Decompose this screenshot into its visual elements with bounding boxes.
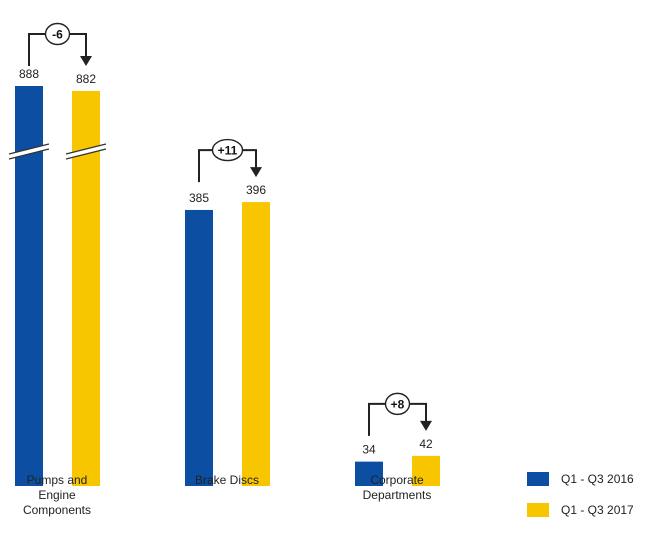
category-label-line: Brake Discs [194,473,259,487]
change-arrow-head [80,56,92,66]
data-label: 385 [189,191,209,205]
category-label-corporate: Corporate Departments [342,473,452,503]
change-bubble [211,138,244,162]
bar-2017-2 [412,455,440,486]
legend-item-2017: Q1 - Q3 2017 [527,503,634,517]
change-arrow-head [250,167,262,178]
axis-break-gap [66,144,106,159]
legend-swatch-2017 [527,503,549,517]
data-label: 42 [419,437,433,451]
data-label: 888 [19,67,39,81]
category-label-line: Pumps and [26,473,88,487]
axis-break-line [65,143,107,155]
change-label: -6 [52,28,63,42]
change-bubble [44,22,71,46]
legend-label-2016: Q1 - Q3 2016 [561,472,634,486]
axis-break-line [65,148,107,160]
category-label-line: Engine [38,488,76,502]
legend-swatch-2016 [527,472,549,486]
axis-break-line [8,143,50,155]
bar-2016-2 [355,461,383,486]
category-label-line: Departments [362,488,432,502]
axis-break-line [8,148,50,160]
axis-break-gap [9,144,49,159]
category-label-line: Components [22,503,92,517]
bar-2016-1 [185,209,213,486]
category-label-line: Corporate [370,473,424,487]
data-label: 882 [76,72,96,86]
legend: Q1 - Q3 2016 Q1 - Q3 2017 [527,472,634,534]
bar-2017-1 [242,202,270,486]
change-bubble [384,392,411,416]
legend-label-2017: Q1 - Q3 2017 [561,503,634,517]
change-label: +11 [218,144,238,158]
category-label-pumps: Pumps and Engine Components [2,473,112,518]
data-label: 34 [362,443,376,457]
legend-item-2016: Q1 - Q3 2016 [527,472,634,486]
data-label: 396 [246,183,266,197]
change-arrow-head [420,420,432,431]
change-label: +8 [391,397,405,411]
category-label-brake-discs: Brake Discs [172,473,282,488]
